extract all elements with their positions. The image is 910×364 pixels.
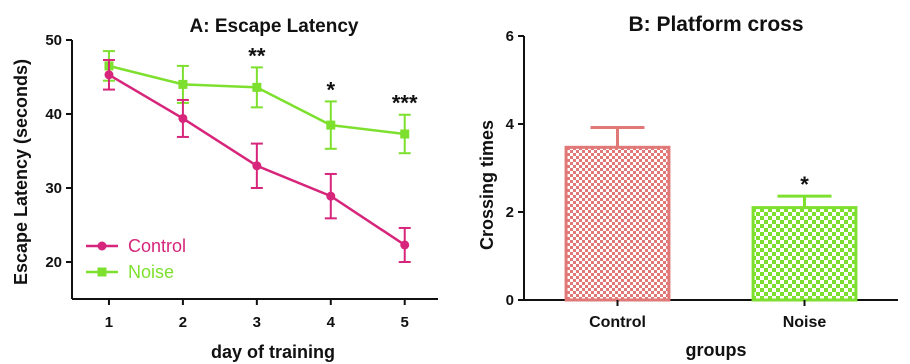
x-tick-label: 4 bbox=[327, 314, 336, 331]
legend-noise-marker bbox=[97, 267, 107, 277]
significance-marker: ** bbox=[248, 43, 266, 68]
y-tick-label: 4 bbox=[506, 116, 515, 133]
x-tick-label: 3 bbox=[253, 314, 261, 331]
chart-b-xlabel: groups bbox=[686, 340, 747, 360]
y-tick-label: 0 bbox=[506, 292, 514, 309]
y-tick-label: 40 bbox=[45, 106, 62, 123]
chart-a-ylabel: Escape Latency (seconds) bbox=[11, 59, 31, 285]
x-tick-label: 2 bbox=[179, 314, 187, 331]
data-point bbox=[326, 120, 336, 130]
data-point bbox=[252, 161, 262, 171]
significance-marker: *** bbox=[392, 91, 418, 116]
chart-a-title: A: Escape Latency bbox=[190, 16, 359, 37]
data-point bbox=[326, 191, 336, 201]
chart-b: B: Platform cross Crossing times groups … bbox=[477, 13, 898, 360]
significance-marker: * bbox=[327, 77, 336, 102]
legend-noise-label: Noise bbox=[128, 262, 174, 282]
series-control bbox=[102, 58, 411, 263]
chart-b-ylabel: Crossing times bbox=[477, 120, 497, 250]
chart-a-legend: Control Noise bbox=[86, 236, 186, 282]
chart-b-title: B: Platform cross bbox=[628, 13, 803, 36]
bar-control bbox=[564, 145, 671, 302]
data-point bbox=[400, 240, 410, 250]
y-tick-label: 30 bbox=[45, 180, 62, 197]
legend-control-label: Control bbox=[128, 236, 186, 256]
x-tick-label-noise: Noise bbox=[783, 314, 827, 331]
data-point bbox=[178, 113, 188, 123]
data-point bbox=[104, 70, 114, 80]
y-tick-label: 2 bbox=[506, 204, 514, 221]
data-point bbox=[178, 79, 188, 89]
legend-control-marker bbox=[97, 241, 107, 251]
data-point bbox=[400, 129, 410, 139]
data-point bbox=[252, 82, 262, 92]
significance-marker: * bbox=[800, 172, 809, 197]
bar-noise bbox=[751, 206, 858, 302]
chart-a: A: Escape Latency Escape Latency (second… bbox=[11, 16, 438, 362]
y-tick-label: 6 bbox=[506, 28, 514, 45]
chart-a-xlabel: day of training bbox=[211, 342, 335, 362]
x-tick-label: 1 bbox=[105, 314, 113, 331]
y-tick-label: 50 bbox=[45, 32, 62, 49]
y-tick-label: 20 bbox=[45, 254, 62, 271]
x-tick-label-control: Control bbox=[589, 314, 646, 331]
x-tick-label: 5 bbox=[401, 314, 409, 331]
